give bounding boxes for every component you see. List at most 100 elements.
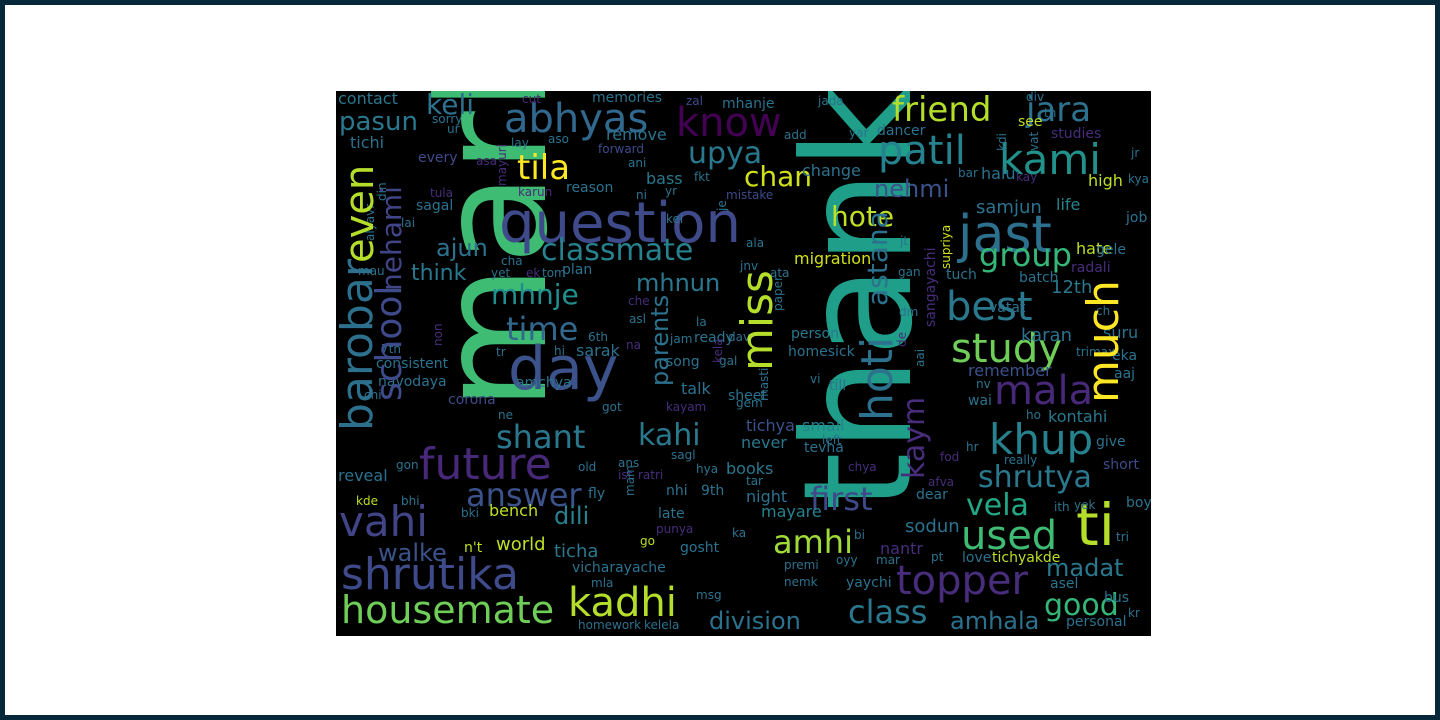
cloud-word: astana <box>861 211 894 306</box>
cloud-word: miss <box>732 270 783 371</box>
cloud-word: vela <box>966 488 1029 523</box>
cloud-word: memories <box>592 91 663 106</box>
cloud-word: ch <box>1096 304 1111 318</box>
cloud-word: hya <box>696 462 719 476</box>
cloud-word: nv <box>976 377 991 391</box>
cloud-word: gosht <box>680 540 720 556</box>
cloud-word: boys <box>1126 495 1151 511</box>
cloud-word: ti <box>1076 491 1115 559</box>
cloud-word: shrutika <box>341 549 519 600</box>
cloud-word: yaychi <box>846 575 892 591</box>
cloud-word: classmate <box>541 233 694 268</box>
cloud-word: aso <box>548 132 569 146</box>
cloud-word: gal <box>719 354 738 368</box>
cloud-word: nemk <box>784 575 818 589</box>
cloud-word: je <box>715 200 729 211</box>
cloud-word: sodun <box>905 516 960 537</box>
cloud-word: ans <box>618 456 640 470</box>
cloud-word: suru <box>1103 323 1139 342</box>
cloud-word: mayuri <box>495 143 509 186</box>
cloud-word: dav <box>728 330 751 344</box>
cloud-word: fod <box>940 450 960 464</box>
cloud-word: late <box>658 506 685 522</box>
cloud-word: mhnun <box>636 269 721 297</box>
cloud-word: ready <box>694 330 734 346</box>
cloud-word: nehami <box>375 186 408 291</box>
cloud-word: cut <box>522 92 541 106</box>
cloud-word: shant <box>496 418 586 456</box>
cloud-word: fly <box>588 486 606 502</box>
cloud-word: jr <box>1131 146 1140 160</box>
cloud-word: nhi <box>666 483 688 499</box>
cloud-word: na <box>626 338 641 352</box>
cloud-word: sorry <box>432 112 463 126</box>
cloud-word: answer <box>466 476 582 514</box>
cloud-word: karun <box>518 185 553 199</box>
cloud-word: mala <box>994 368 1094 414</box>
cloud-word: sarak <box>576 341 620 360</box>
cloud-word: asl <box>629 312 646 326</box>
cloud-word: vi <box>810 372 821 386</box>
cloud-word: kay <box>1016 170 1038 184</box>
cloud-word: homesick <box>788 344 855 360</box>
cloud-word: kadhi <box>568 580 677 626</box>
cloud-word: jara <box>1026 91 1092 130</box>
cloud-word: corona <box>448 392 496 408</box>
cloud-word: dancer <box>877 123 926 139</box>
cloud-word: first <box>810 480 873 518</box>
cloud-word: yr <box>665 184 678 198</box>
cloud-word: give <box>1096 434 1126 450</box>
cloud-word: gele <box>1096 242 1127 258</box>
cloud-word: parents <box>646 294 674 386</box>
cloud-word: oyy <box>836 553 858 567</box>
cloud-word: tuch <box>946 267 977 283</box>
cloud-word: really <box>1004 453 1038 467</box>
cloud-word: small <box>802 416 845 435</box>
cloud-word: never <box>741 433 787 452</box>
cloud-word: lai <box>401 216 416 230</box>
cloud-word: migration <box>794 249 872 268</box>
cloud-word: sheet <box>728 388 767 404</box>
cloud-word: cha <box>501 254 523 268</box>
cloud-word: every <box>418 150 458 166</box>
cloud-word: mayare <box>761 502 822 521</box>
cloud-word: premi <box>784 558 819 572</box>
cloud-word: dili <box>554 502 590 530</box>
cloud-word: ek <box>526 266 541 280</box>
cloud-word: books <box>726 459 774 478</box>
cloud-word: till <box>829 378 847 394</box>
cloud-word: life <box>1056 195 1081 214</box>
cloud-word: talk <box>681 379 711 398</box>
cloud-word: forward <box>598 142 645 156</box>
cloud-word: studies <box>1051 126 1102 142</box>
cloud-word: trimax <box>1076 345 1116 359</box>
cloud-word: ala <box>746 236 765 250</box>
cloud-word: kelela <box>644 618 680 632</box>
cloud-word: vatat <box>989 300 1026 316</box>
cloud-word: chi <box>364 388 382 402</box>
cloud-word: la <box>696 315 707 329</box>
cloud-word: short <box>1103 457 1139 473</box>
cloud-word: batch <box>1019 270 1059 286</box>
cloud-word: add <box>784 128 807 142</box>
cloud-word: asa <box>476 154 497 168</box>
cloud-word: think <box>411 261 467 286</box>
cloud-word: night <box>746 487 788 506</box>
cloud-word: ni <box>636 188 647 202</box>
cloud-word: keli <box>426 91 475 121</box>
cloud-word: contact <box>338 91 398 108</box>
cloud-word: shrutya <box>978 460 1092 495</box>
cloud-word: masti <box>757 367 771 401</box>
cloud-word: hr <box>966 440 979 454</box>
word-cloud: mark thank question day abhyas know tila upya pa… <box>336 91 1151 636</box>
cloud-word: remember <box>968 361 1052 380</box>
cloud-word: bar <box>958 166 978 180</box>
cloud-word: vicharayache <box>572 560 666 576</box>
cloud-word: school <box>369 285 410 401</box>
cloud-word: mhanje <box>722 96 775 112</box>
cloud-word: kel <box>666 212 684 226</box>
cloud-word: job <box>1126 210 1148 226</box>
cloud-word: yek <box>1074 498 1096 512</box>
cloud-word: bench <box>489 501 539 520</box>
cloud-word: time <box>506 310 579 348</box>
